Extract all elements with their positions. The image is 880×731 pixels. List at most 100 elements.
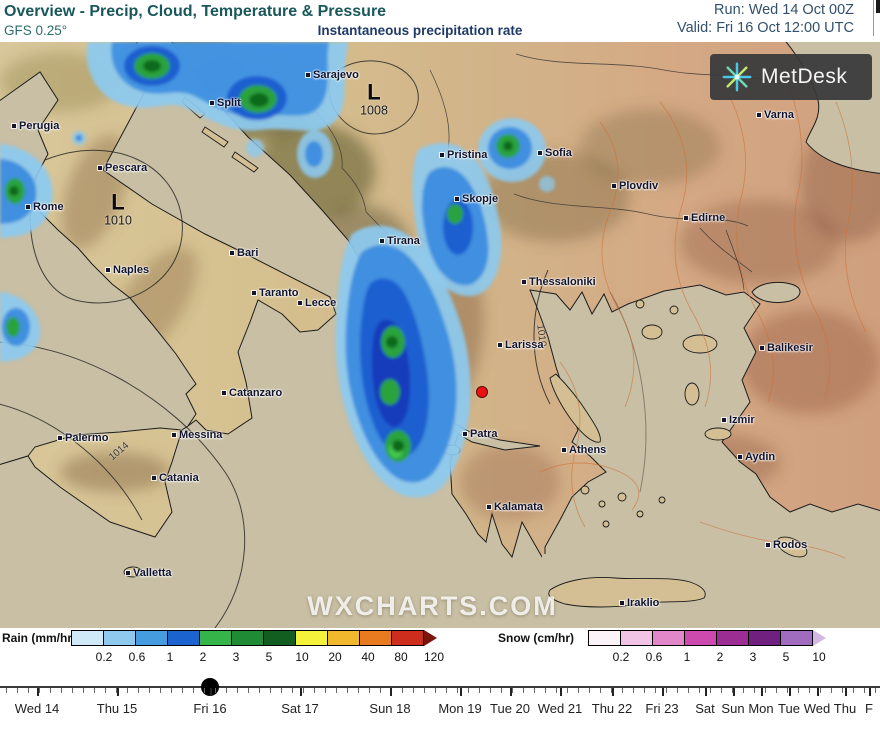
timeline-day-tick[interactable] (117, 688, 119, 696)
legend-segment (359, 630, 392, 646)
timeline-day-label[interactable]: Thu 22 (591, 701, 633, 716)
timeline-day-label[interactable]: Wed (803, 701, 831, 716)
city-marker-icon (522, 280, 526, 284)
timeline-day-label[interactable]: Tue (778, 701, 800, 716)
legend-segment (684, 630, 717, 646)
timeline-day-label[interactable]: Sun 18 (369, 701, 411, 716)
city-marker-icon (684, 216, 688, 220)
timeline-tick (336, 688, 337, 693)
timeline-tick (160, 688, 161, 693)
timeline-day-label[interactable]: Wed 21 (537, 701, 583, 716)
timeline-tick (413, 688, 414, 693)
timeline-day-tick[interactable] (510, 688, 512, 696)
city-name: Rodos (773, 539, 808, 551)
city-label: Kalamata (487, 501, 543, 513)
city-marker-icon (98, 166, 102, 170)
timeline-tick (94, 688, 95, 693)
timeline-day-tick[interactable] (612, 688, 614, 696)
timeline-tick (259, 688, 260, 693)
city-marker-icon (440, 153, 444, 157)
snow-scale (588, 630, 826, 646)
timeline-tick (138, 688, 139, 693)
timeline-day-label[interactable]: Thu (833, 701, 857, 716)
timeline-day-label[interactable]: Mon 19 (438, 701, 482, 716)
timeline-tick (721, 688, 722, 693)
city-label: Naples (106, 264, 149, 276)
timeline-day-tick[interactable] (817, 688, 819, 696)
timeline-day-label[interactable]: F (865, 701, 873, 716)
timeline-day-tick[interactable] (789, 688, 791, 696)
city-marker-icon (538, 151, 542, 155)
timeline-tick (655, 688, 656, 693)
legend-tick: 80 (394, 650, 408, 664)
timeline-axis[interactable] (0, 686, 880, 688)
timeline-day-label[interactable]: Thu 15 (96, 701, 138, 716)
timeline-day-label[interactable]: Fri 23 (645, 701, 679, 716)
timeline-day-tick[interactable] (733, 688, 735, 696)
timeline-tick (149, 688, 150, 693)
city-name: Kalamata (494, 501, 543, 513)
timeline-tick (820, 688, 821, 693)
timeline-day-label[interactable]: Mon (748, 701, 774, 716)
timeline-day-label[interactable]: Sat 17 (281, 701, 319, 716)
legend-segment (71, 630, 104, 646)
city-name: Patra (470, 428, 498, 440)
city-label: Balikesir (760, 342, 813, 354)
legend-segment (588, 630, 621, 646)
timeline-tick (688, 688, 689, 693)
city-marker-icon (498, 343, 502, 347)
isobar-contours (0, 60, 647, 628)
city-name: Valletta (133, 567, 172, 579)
timeline-tick (589, 688, 590, 693)
timeline-day-tick[interactable] (37, 688, 39, 696)
timeline-day-tick[interactable] (662, 688, 664, 696)
timeline-tick (347, 688, 348, 693)
timeline-day-tick[interactable] (560, 688, 562, 696)
run-time: Run: Wed 14 Oct 00Z (714, 2, 854, 18)
city-name: Skopje (462, 193, 499, 205)
legend-segment (167, 630, 200, 646)
timeline-day-label[interactable]: Sat (695, 701, 715, 716)
timeline-day-label[interactable]: Tue 20 (490, 701, 530, 716)
city-label: Larissa (498, 339, 544, 351)
legend-tick: 3 (232, 650, 240, 664)
timeline-day-tick[interactable] (460, 688, 462, 696)
timeline-tick (314, 688, 315, 693)
city-name: Taranto (259, 287, 299, 299)
city-marker-icon (738, 455, 742, 459)
city-label: Lecce (298, 297, 336, 309)
timeline-tick (28, 688, 29, 693)
legend-segment (263, 630, 296, 646)
timeline-day-label[interactable]: Sun (721, 701, 745, 716)
pressure-low: L 1010 (104, 189, 132, 228)
city-label: Iraklio (620, 597, 659, 609)
timeline[interactable]: Wed 14 Thu 15 Fri 16 Sat 17 Sun 18 Mon 19 Tue … (0, 675, 880, 731)
timeline-tick (578, 688, 579, 693)
city-name: Edirne (691, 212, 726, 224)
timeline-tick (402, 688, 403, 693)
timeline-handle[interactable] (201, 678, 219, 696)
city-label: Patra (463, 428, 498, 440)
timeline-tick (281, 688, 282, 693)
timeline-day-tick[interactable] (210, 688, 212, 696)
timeline-tick (765, 688, 766, 693)
timeline-day-tick[interactable] (869, 688, 871, 696)
legend-tick: 2 (716, 650, 724, 664)
city-label: Catania (152, 472, 199, 484)
timeline-day-label[interactable]: Fri 16 (193, 701, 227, 716)
city-label: Skopje (455, 193, 498, 205)
timeline-day-tick[interactable] (390, 688, 392, 696)
city-label: Perugia (12, 120, 59, 132)
timeline-day-tick[interactable] (300, 688, 302, 696)
timeline-day-tick[interactable] (845, 688, 847, 696)
timeline-tick (567, 688, 568, 693)
legend-tick: 0.6 (645, 650, 663, 664)
timeline-day-tick[interactable] (761, 688, 763, 696)
timeline-tick (83, 688, 84, 693)
timeline-day-tick[interactable] (705, 688, 707, 696)
timeline-tick (292, 688, 293, 693)
timeline-tick (787, 688, 788, 693)
snowflake-icon (722, 62, 752, 92)
timeline-day-label[interactable]: Wed 14 (14, 701, 60, 716)
city-name: Sofia (545, 147, 572, 159)
